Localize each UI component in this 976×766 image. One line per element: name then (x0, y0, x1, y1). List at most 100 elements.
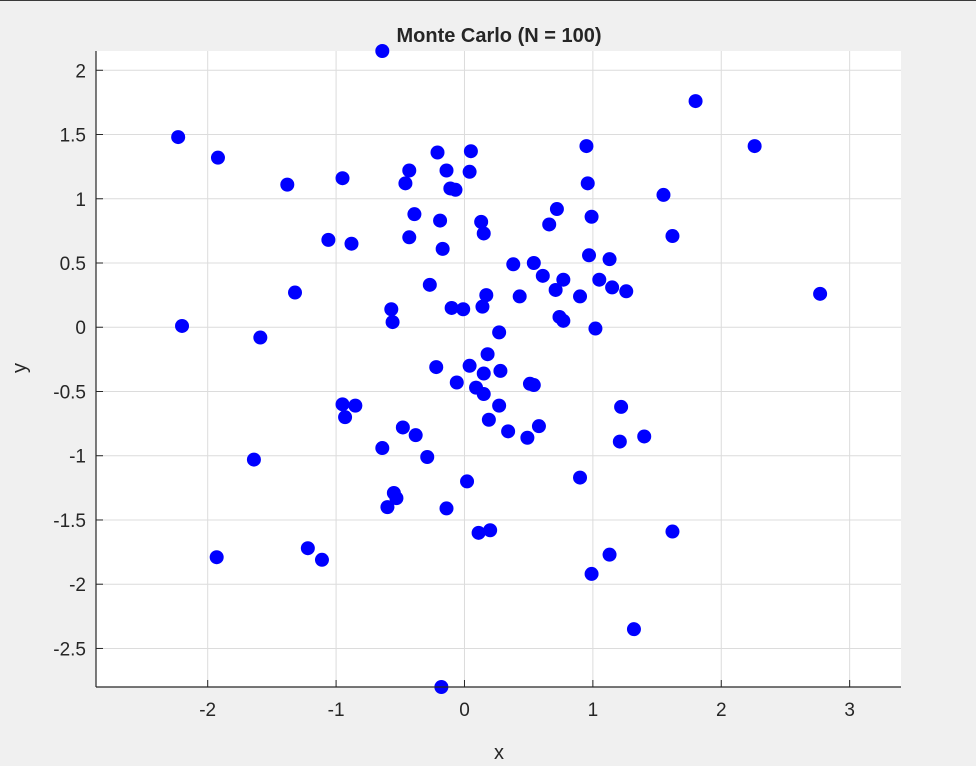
data-point (439, 163, 454, 178)
x-tick-label: -1 (328, 700, 345, 721)
data-point (535, 268, 550, 283)
data-point (375, 441, 390, 456)
data-point (444, 300, 459, 315)
data-point (556, 313, 571, 328)
data-point (175, 318, 190, 333)
data-point (375, 44, 390, 58)
data-point (171, 130, 186, 145)
data-point (439, 501, 454, 516)
data-point (481, 412, 496, 427)
data-point (384, 302, 399, 317)
y-tick-label: 1.5 (60, 126, 86, 147)
data-point (813, 286, 828, 301)
data-point (471, 525, 486, 540)
data-point (548, 282, 563, 297)
y-tick-label: 0 (75, 318, 86, 339)
data-point (549, 202, 564, 217)
data-point (389, 491, 404, 506)
y-tick-label: 2 (75, 61, 86, 82)
data-point (335, 397, 350, 412)
data-point (476, 366, 491, 381)
y-tick-label: -1 (69, 447, 86, 468)
data-point (506, 257, 521, 272)
data-point (526, 378, 541, 393)
x-axis-label: x (494, 742, 504, 764)
data-point (462, 164, 477, 179)
tick-labels: -2 -1 0 1 2 3 -2.5 -2 -1.5 -1 -0.5 0 0.5 1 1.5 2 (53, 61, 855, 721)
data-point (492, 398, 507, 413)
data-point (480, 347, 495, 362)
data-point (210, 150, 225, 165)
data-point (588, 321, 603, 336)
data-point (474, 214, 489, 229)
data-point (420, 450, 435, 465)
data-point (542, 217, 557, 232)
data-point (402, 163, 417, 178)
data-point (602, 547, 617, 562)
data-point (637, 429, 652, 444)
y-tick-label: 0.5 (60, 254, 86, 275)
data-point (463, 144, 478, 159)
data-point (626, 622, 641, 637)
data-point (520, 430, 535, 445)
data-point (688, 94, 703, 109)
x-tick-label: 3 (844, 700, 855, 721)
data-point (573, 289, 588, 304)
data-points (171, 44, 828, 694)
data-point (338, 410, 353, 425)
data-point (665, 524, 680, 539)
data-point (612, 434, 627, 449)
data-point (476, 226, 491, 241)
data-point (619, 284, 634, 299)
data-point (433, 213, 448, 228)
data-point (665, 229, 680, 244)
data-point (475, 299, 490, 314)
data-point (573, 470, 588, 485)
data-point (380, 500, 395, 515)
x-tick-label: 2 (716, 700, 727, 721)
data-point (398, 176, 413, 191)
data-point (456, 302, 471, 317)
data-point (335, 171, 350, 186)
data-point (579, 139, 594, 154)
x-tick-label: 0 (459, 700, 470, 721)
data-point (321, 232, 336, 247)
data-point (584, 566, 599, 581)
data-point (344, 236, 359, 251)
data-point (501, 424, 516, 439)
y-axis-label: y (9, 363, 31, 373)
data-point (422, 277, 437, 292)
data-point (407, 207, 422, 222)
data-point (556, 272, 571, 287)
data-point (531, 419, 546, 434)
data-point (582, 248, 597, 263)
chart-title: Monte Carlo (N = 100) (396, 25, 601, 47)
data-point (429, 360, 444, 375)
data-point (584, 209, 599, 224)
y-tick-label: -0.5 (53, 382, 86, 403)
y-tick-label: -2 (69, 575, 86, 596)
data-point (462, 358, 477, 373)
data-point (314, 552, 329, 567)
data-point (300, 541, 315, 556)
data-point (747, 139, 762, 154)
data-point (408, 428, 423, 443)
data-point (512, 289, 527, 304)
x-tick-label: 1 (588, 700, 599, 721)
data-point (385, 315, 400, 330)
grid-lines (96, 51, 901, 687)
data-point (348, 398, 363, 413)
data-point (580, 176, 595, 191)
data-point (592, 272, 607, 287)
data-point (526, 256, 541, 270)
y-tick-label: -2.5 (53, 639, 86, 660)
data-point (483, 523, 498, 538)
y-tick-label: -1.5 (53, 511, 86, 532)
data-point (605, 280, 620, 295)
data-point (246, 452, 261, 467)
data-point (395, 420, 410, 435)
y-tick-label: 1 (75, 190, 86, 211)
data-point (430, 145, 445, 160)
